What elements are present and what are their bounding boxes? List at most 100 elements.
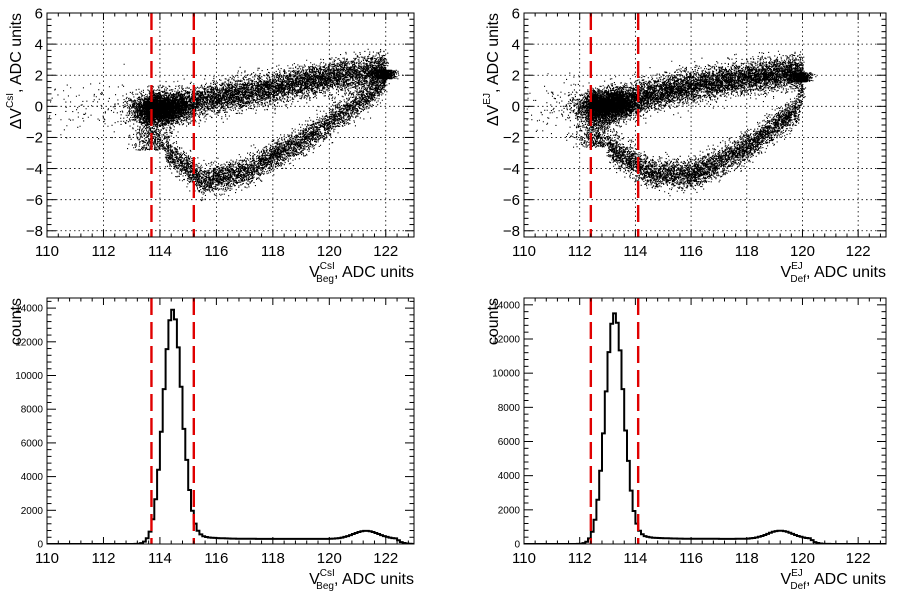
x-tick-label: 112: [92, 243, 116, 260]
y-tick-label: 6: [35, 5, 43, 22]
x-tick-label: 116: [204, 550, 228, 567]
scatter-points: [47, 48, 404, 202]
x-tick-label: 112: [568, 243, 592, 260]
x-axis-title-main: V: [309, 264, 320, 281]
y-axis-title-prefix: ΔV: [8, 108, 25, 130]
plot-data: [524, 312, 886, 544]
x-tick-label: 110: [35, 550, 59, 567]
y-axis-title-sup: CsI: [5, 93, 16, 108]
y-tick-label: 10000: [492, 369, 520, 380]
x-tick-label: 118: [261, 243, 285, 260]
x-axis-title-sup: EJ: [791, 261, 803, 272]
x-axis-title: VEJ Def, ADC units: [780, 568, 886, 591]
x-tick-label: 118: [735, 550, 759, 567]
x-axis-title: VCsI Beg, ADC units: [309, 568, 414, 591]
x-axis-title: VEJ Def, ADC units: [780, 261, 886, 285]
x-axis-title-rest: , ADC units: [806, 571, 886, 588]
y-axis-title: counts: [485, 298, 502, 345]
y-tick-label: −6: [26, 192, 43, 209]
x-tick-label: 110: [35, 243, 59, 260]
y-tick-label: 0: [37, 540, 43, 551]
x-tick-label: 114: [148, 243, 172, 260]
x-tick-label: 118: [735, 243, 759, 260]
x-tick-label: 112: [568, 550, 592, 567]
x-tick-label: 120: [790, 243, 815, 260]
panel-bottom-right: 110 112 114 116 118 120 122 0 2000 4000 6000 8000 10…: [485, 297, 887, 591]
y-tick-label: 8000: [21, 405, 44, 416]
x-tick-label: 112: [92, 550, 116, 567]
x-axis-title-main: V: [780, 571, 791, 588]
x-tick-label: 114: [623, 550, 647, 567]
y-tick-label: 4: [35, 36, 43, 53]
scatter-points: [524, 50, 817, 201]
y-tick-label: 8000: [498, 403, 521, 414]
y-tick-label: 4: [512, 36, 520, 53]
y-tick-label: 0: [514, 540, 520, 551]
y-axis-title: ΔVCsI, ADC units: [5, 13, 25, 129]
x-axis-title-sub: Beg: [316, 581, 334, 591]
panel-bottom-left: 110 112 114 116 118 120 122 0 2000 4000 6000 8000 10…: [8, 297, 415, 591]
y-tick-label: 12000: [492, 335, 520, 346]
y-tick-label: 4000: [498, 471, 521, 482]
y-axis-title-rest: , ADC units: [485, 13, 502, 93]
y-axis-title-text: counts: [8, 298, 25, 345]
x-axis-title-sup: EJ: [791, 568, 803, 579]
y-axis-title-sup: EJ: [482, 93, 493, 105]
x-tick-label: 116: [679, 243, 703, 260]
y-tick-label: 0: [512, 99, 520, 116]
y-tick-label: 0: [35, 99, 43, 116]
y-tick-label: −8: [26, 223, 43, 240]
y-axis-title-text: counts: [485, 298, 502, 345]
y-axis-title: ΔVEJ, ADC units: [482, 13, 502, 126]
y-tick-label: 10000: [15, 371, 43, 382]
y-axis-title-rest: , ADC units: [8, 13, 25, 93]
x-tick-label: 120: [317, 550, 342, 567]
x-tick-label: 114: [623, 243, 647, 260]
x-tick-label: 114: [148, 550, 172, 567]
y-tick-label: 6000: [21, 438, 44, 449]
x-axis-title-main: V: [309, 571, 320, 588]
y-tick-label: −4: [503, 161, 520, 178]
x-tick-label: 122: [846, 550, 871, 567]
y-tick-label: 6000: [498, 437, 521, 448]
x-tick-label: 118: [261, 550, 285, 567]
x-axis-title-main: V: [780, 264, 791, 281]
plot-data: [47, 48, 404, 202]
y-axis-title: counts: [8, 298, 25, 345]
y-tick-label: −2: [26, 130, 43, 147]
y-tick-label: −6: [503, 192, 520, 209]
x-axis-title-sup: CsI: [320, 568, 335, 579]
x-axis-title-sub: Beg: [316, 274, 334, 285]
y-tick-label: 14000: [15, 304, 43, 315]
y-tick-label: −2: [503, 130, 520, 147]
x-tick-label: 116: [204, 243, 228, 260]
plot-data: [524, 50, 817, 201]
x-tick-label: 122: [846, 243, 871, 260]
y-tick-label: −4: [26, 161, 43, 178]
plot-frame: [46, 297, 415, 545]
x-axis-title: VCsI Beg, ADC units: [309, 261, 414, 285]
x-tick-label: 110: [512, 550, 536, 567]
x-tick-label: 122: [373, 550, 398, 567]
x-tick-label: 120: [317, 243, 342, 260]
y-tick-label: 2000: [498, 505, 521, 516]
y-tick-label: 2: [512, 67, 520, 84]
x-axis-title-sub: Def: [790, 581, 806, 591]
y-tick-label: −8: [503, 223, 520, 240]
y-axis-title-prefix: ΔV: [485, 104, 502, 126]
histogram-line: [524, 312, 886, 544]
y-tick-label: 4000: [21, 472, 44, 483]
y-tick-label: 12000: [15, 337, 43, 348]
x-axis-title-rest: , ADC units: [334, 264, 414, 281]
x-tick-label: 116: [679, 550, 703, 567]
x-tick-label: 120: [790, 550, 815, 567]
x-axis-title-sub: Def: [790, 274, 806, 285]
y-tick-label: 2000: [21, 506, 44, 517]
x-tick-label: 122: [373, 243, 398, 260]
x-tick-label: 110: [512, 243, 536, 260]
y-tick-label: 2: [35, 67, 43, 84]
